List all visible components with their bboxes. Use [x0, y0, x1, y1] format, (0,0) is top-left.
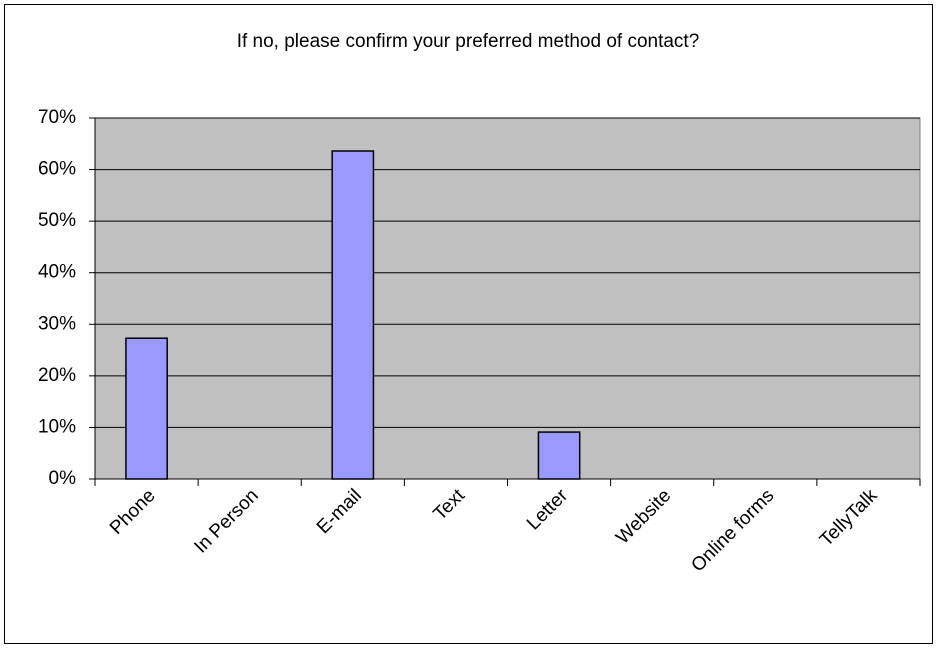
- y-tick-label: 70%: [38, 107, 76, 128]
- y-tick-label: 30%: [38, 313, 76, 334]
- y-tick-label: 50%: [38, 210, 76, 231]
- chart-title: If no, please confirm your preferred met…: [237, 31, 700, 52]
- bar: [331, 150, 375, 480]
- plot-area: [94, 117, 921, 480]
- y-tick-label: 60%: [38, 159, 76, 180]
- y-tick-label: 10%: [38, 416, 76, 437]
- bar: [537, 431, 581, 480]
- bar: [125, 337, 168, 480]
- y-tick-label: 40%: [38, 262, 76, 283]
- y-tick-label: 0%: [49, 468, 77, 489]
- y-tick-label: 20%: [38, 365, 76, 386]
